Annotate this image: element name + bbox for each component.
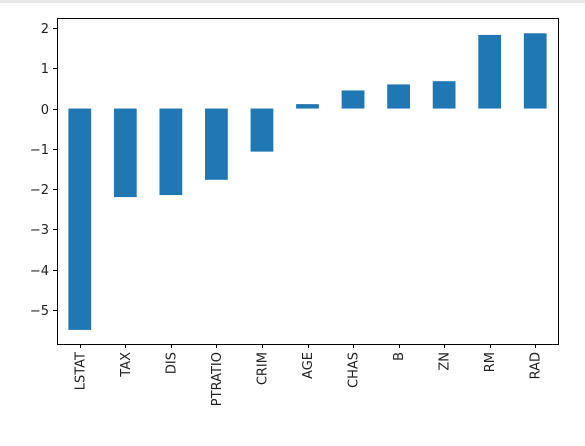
x-tick-label-rad: RAD: [529, 352, 544, 379]
x-tick-label-tax: TAX: [119, 352, 134, 378]
bars: [68, 33, 547, 330]
x-tick-label-age: AGE: [301, 352, 316, 379]
bar-tax: [113, 108, 137, 198]
x-tick-label-ptratio: PTRATIO: [210, 352, 225, 406]
bar-zn: [432, 81, 456, 109]
bar-lstat: [68, 108, 92, 330]
x-tick-label-rm: RM: [483, 352, 498, 372]
x-tick-label-crim: CRIM: [255, 352, 270, 385]
bar-b: [387, 84, 410, 109]
y-axis: 2 1 0 −1 −2 −3 −4 −5: [30, 22, 57, 319]
top-border: [0, 0, 585, 3]
bar-rad: [523, 33, 547, 109]
x-tick-label-lstat: LSTAT: [73, 352, 88, 390]
bar-age: [296, 104, 319, 109]
y-tick-label: −3: [30, 223, 49, 238]
y-tick-label: 2: [41, 22, 49, 37]
x-axis: LSTAT TAX DIS PTRATIO CRIM AGE CHAS B ZN RM RAD: [73, 344, 544, 406]
bar-rm: [478, 34, 502, 109]
bar-ptratio: [205, 108, 228, 180]
y-tick-label: −5: [30, 304, 49, 319]
y-tick-label: 0: [41, 103, 49, 118]
y-tick-label: 1: [41, 62, 49, 77]
plot-frame: [57, 18, 559, 345]
y-tick-label: −2: [30, 183, 49, 198]
bar-dis: [159, 108, 183, 196]
y-tick-label: −1: [30, 143, 49, 158]
bar-chas: [341, 90, 365, 109]
y-tick-label: −4: [30, 264, 49, 279]
x-tick-label-chas: CHAS: [347, 352, 362, 388]
x-tick-label-dis: DIS: [164, 352, 179, 374]
x-tick-label-zn: ZN: [438, 352, 453, 371]
x-tick-label-b: B: [392, 352, 407, 361]
bar-crim: [250, 108, 274, 152]
